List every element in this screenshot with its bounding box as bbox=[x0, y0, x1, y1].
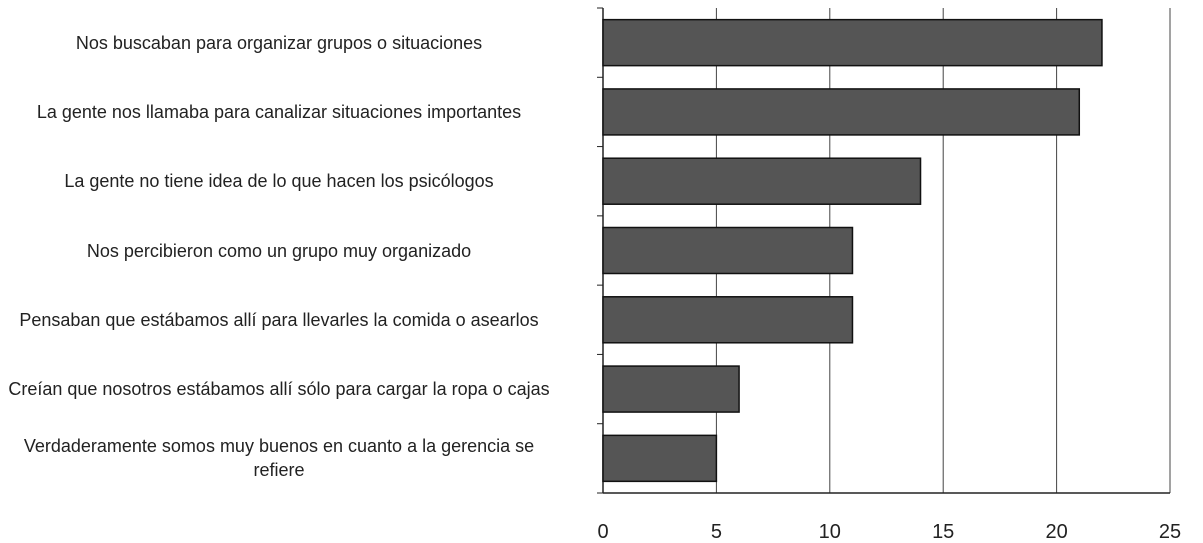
x-tick-label: 5 bbox=[711, 521, 722, 543]
bar bbox=[602, 434, 718, 483]
bar bbox=[602, 18, 1103, 67]
x-tick-label: 20 bbox=[1045, 521, 1067, 543]
x-tick-label: 10 bbox=[819, 521, 841, 543]
y-tick-label: Creían que nosotros estábamos allí sólo … bbox=[8, 379, 550, 400]
bar bbox=[602, 88, 1081, 136]
bar bbox=[602, 157, 922, 205]
y-tick-label: La gente no tiene idea de lo que hacen l… bbox=[64, 171, 494, 192]
x-tick-label: 0 bbox=[597, 521, 608, 543]
y-tick-label: Verdaderamente somos muy buenos en cuant… bbox=[23, 436, 535, 481]
bar bbox=[602, 365, 740, 413]
y-tick-label: Pensaban que estábamos allí para llevarl… bbox=[19, 309, 539, 330]
x-tick-label: 15 bbox=[932, 521, 954, 543]
y-tick-label: La gente nos llamaba para canalizar situ… bbox=[36, 101, 522, 122]
bar bbox=[602, 226, 854, 275]
x-tick-label: 25 bbox=[1159, 521, 1181, 543]
bar bbox=[602, 296, 854, 344]
y-tick-label: Nos percibieron como un grupo muy organi… bbox=[86, 240, 472, 261]
y-tick-label: Nos buscaban para organizar grupos o sit… bbox=[75, 32, 483, 53]
